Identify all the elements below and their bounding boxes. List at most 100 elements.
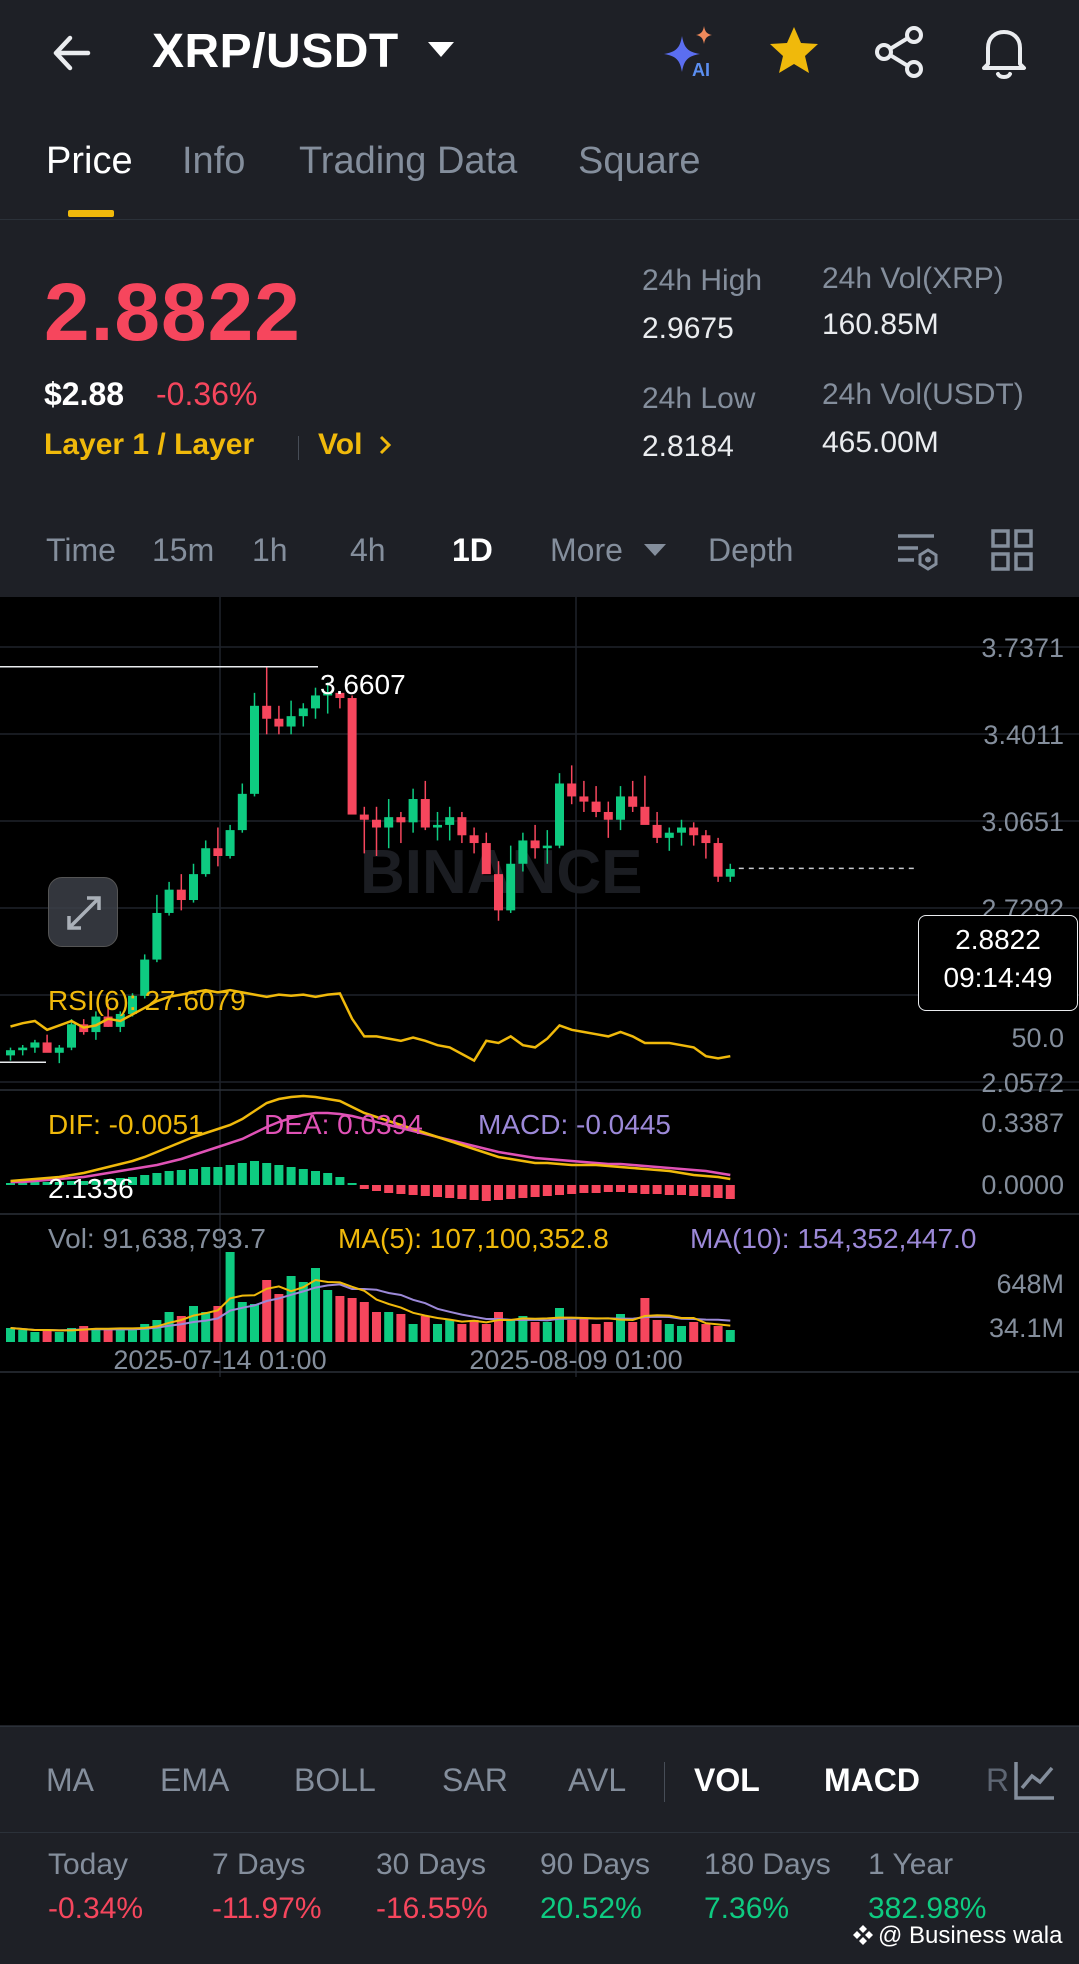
macd-histogram-bar xyxy=(225,1165,235,1185)
volume-bar xyxy=(189,1306,198,1342)
tab-info[interactable]: Info xyxy=(182,140,246,182)
interval-4h[interactable]: 4h xyxy=(350,532,386,568)
perf-label: 30 Days xyxy=(376,1848,487,1881)
star-icon[interactable] xyxy=(764,22,824,82)
macd-histogram-bar xyxy=(18,1183,28,1185)
candle-body xyxy=(603,811,613,820)
ai-sparkle-icon[interactable]: AI xyxy=(660,22,720,82)
indicator-vol[interactable]: VOL xyxy=(694,1762,760,1798)
perf-value: 382.98% xyxy=(868,1892,987,1925)
chart-settings-icon[interactable] xyxy=(894,528,940,574)
macd-histogram-bar xyxy=(262,1163,272,1185)
macd-dea-line xyxy=(10,1111,731,1184)
indicator-avl[interactable]: AVL xyxy=(568,1762,627,1798)
candle-body xyxy=(457,817,467,836)
candle-body xyxy=(664,832,674,838)
candle-body xyxy=(420,799,430,828)
ai-label: AI xyxy=(692,60,710,80)
category-tag[interactable]: Layer 1 / Layer xyxy=(44,428,255,461)
candle-body xyxy=(54,1047,64,1053)
interval-more[interactable]: More xyxy=(550,532,623,568)
volume-bar xyxy=(420,1316,430,1342)
volume-bar xyxy=(469,1320,479,1342)
candle-body xyxy=(384,817,394,828)
volume-bar xyxy=(250,1304,259,1342)
date-axis-label: 2025-07-14 01:00 xyxy=(113,1345,326,1375)
tab-trading-data[interactable]: Trading Data xyxy=(299,140,518,182)
macd-histogram-bar xyxy=(30,1182,40,1185)
interval-depth[interactable]: Depth xyxy=(708,532,794,568)
volume-bar xyxy=(42,1330,52,1342)
volume-bar xyxy=(225,1252,235,1342)
candle-body xyxy=(408,799,418,823)
candle-body xyxy=(311,695,320,709)
candle-body xyxy=(213,848,223,856)
tab-square[interactable]: Square xyxy=(578,140,701,182)
candle-body xyxy=(250,705,259,794)
macd-histogram-bar xyxy=(518,1185,528,1198)
macd-histogram-bar xyxy=(506,1185,516,1199)
expand-chart-button[interactable] xyxy=(48,877,118,947)
volume-bar xyxy=(347,1298,357,1342)
tab-price[interactable]: Price xyxy=(46,140,133,182)
macd-histogram-bar xyxy=(603,1185,613,1192)
pair-title[interactable]: XRP/USDT xyxy=(152,25,399,78)
volume-bar xyxy=(396,1314,406,1342)
indicator-macd[interactable]: MACD xyxy=(824,1762,920,1798)
candle-body xyxy=(469,835,479,844)
rsi-axis-label: 50.0 xyxy=(1011,1023,1064,1053)
volume-bar xyxy=(640,1298,650,1342)
chevron-down-icon[interactable] xyxy=(428,42,454,57)
vol-link[interactable]: Vol xyxy=(318,428,393,462)
macd-dif-label: DIF: -0.0051 xyxy=(48,1109,204,1140)
expand-arrows-icon xyxy=(67,896,101,930)
macd-value-label: MACD: -0.0445 xyxy=(478,1109,671,1140)
volume-bar xyxy=(30,1332,40,1342)
indicator-sar[interactable]: SAR xyxy=(442,1762,508,1798)
interval-1h[interactable]: 1h xyxy=(252,532,288,568)
candle-body xyxy=(286,716,296,727)
macd-histogram-bar xyxy=(103,1179,113,1185)
bell-icon[interactable] xyxy=(974,22,1034,82)
perf-label: 90 Days xyxy=(540,1848,651,1881)
volume-bar xyxy=(725,1330,735,1342)
candle-body xyxy=(237,793,247,831)
volume-bar xyxy=(616,1314,625,1342)
indicator-ma[interactable]: MA xyxy=(46,1762,94,1798)
volume-bar xyxy=(713,1326,723,1342)
price-chart[interactable]: BINANCE 3.73713.40113.06512.72922.39322.… xyxy=(0,597,1079,1725)
indicator-ema[interactable]: EMA xyxy=(160,1762,230,1798)
macd-histogram-bar xyxy=(250,1161,259,1185)
candle-body xyxy=(128,995,137,1014)
stat-high-value: 2.9675 xyxy=(642,312,734,345)
volume-bar xyxy=(701,1324,711,1342)
interval-time[interactable]: Time xyxy=(46,532,116,568)
candle-body xyxy=(579,796,589,802)
indicator-rsi-partial[interactable]: R xyxy=(986,1762,1010,1798)
volume-bar xyxy=(18,1330,28,1342)
volume-bar xyxy=(628,1322,638,1342)
indicator-boll[interactable]: BOLL xyxy=(294,1762,376,1798)
back-arrow-icon[interactable] xyxy=(48,28,98,78)
candle-body xyxy=(152,912,162,960)
candle-body xyxy=(67,1024,76,1048)
macd-histogram-bar xyxy=(640,1185,650,1194)
high-marker-label: 3.6607 xyxy=(320,669,406,700)
more-chevron-icon xyxy=(644,544,666,556)
price-axis-label: 2.0572 xyxy=(981,1068,1064,1098)
candle-body xyxy=(518,840,528,864)
macd-histogram-bar xyxy=(213,1167,223,1185)
interval-15m[interactable]: 15m xyxy=(152,532,215,568)
share-icon[interactable] xyxy=(870,22,930,82)
macd-histogram-bar xyxy=(384,1185,394,1193)
volume-bar xyxy=(323,1290,333,1342)
interval-1d[interactable]: 1D xyxy=(452,532,493,568)
macd-histogram-bar xyxy=(152,1173,162,1185)
usd-price: $2.88 xyxy=(44,376,125,412)
chart-canvas[interactable]: BINANCE 3.73713.40113.06512.72922.39322.… xyxy=(0,597,1079,1725)
volume-bar xyxy=(298,1282,308,1342)
indicator-settings-icon[interactable] xyxy=(1010,1756,1058,1804)
performance-bar xyxy=(0,1832,1079,1964)
macd-histogram-bar xyxy=(140,1175,150,1185)
layout-grid-icon[interactable] xyxy=(990,528,1034,572)
